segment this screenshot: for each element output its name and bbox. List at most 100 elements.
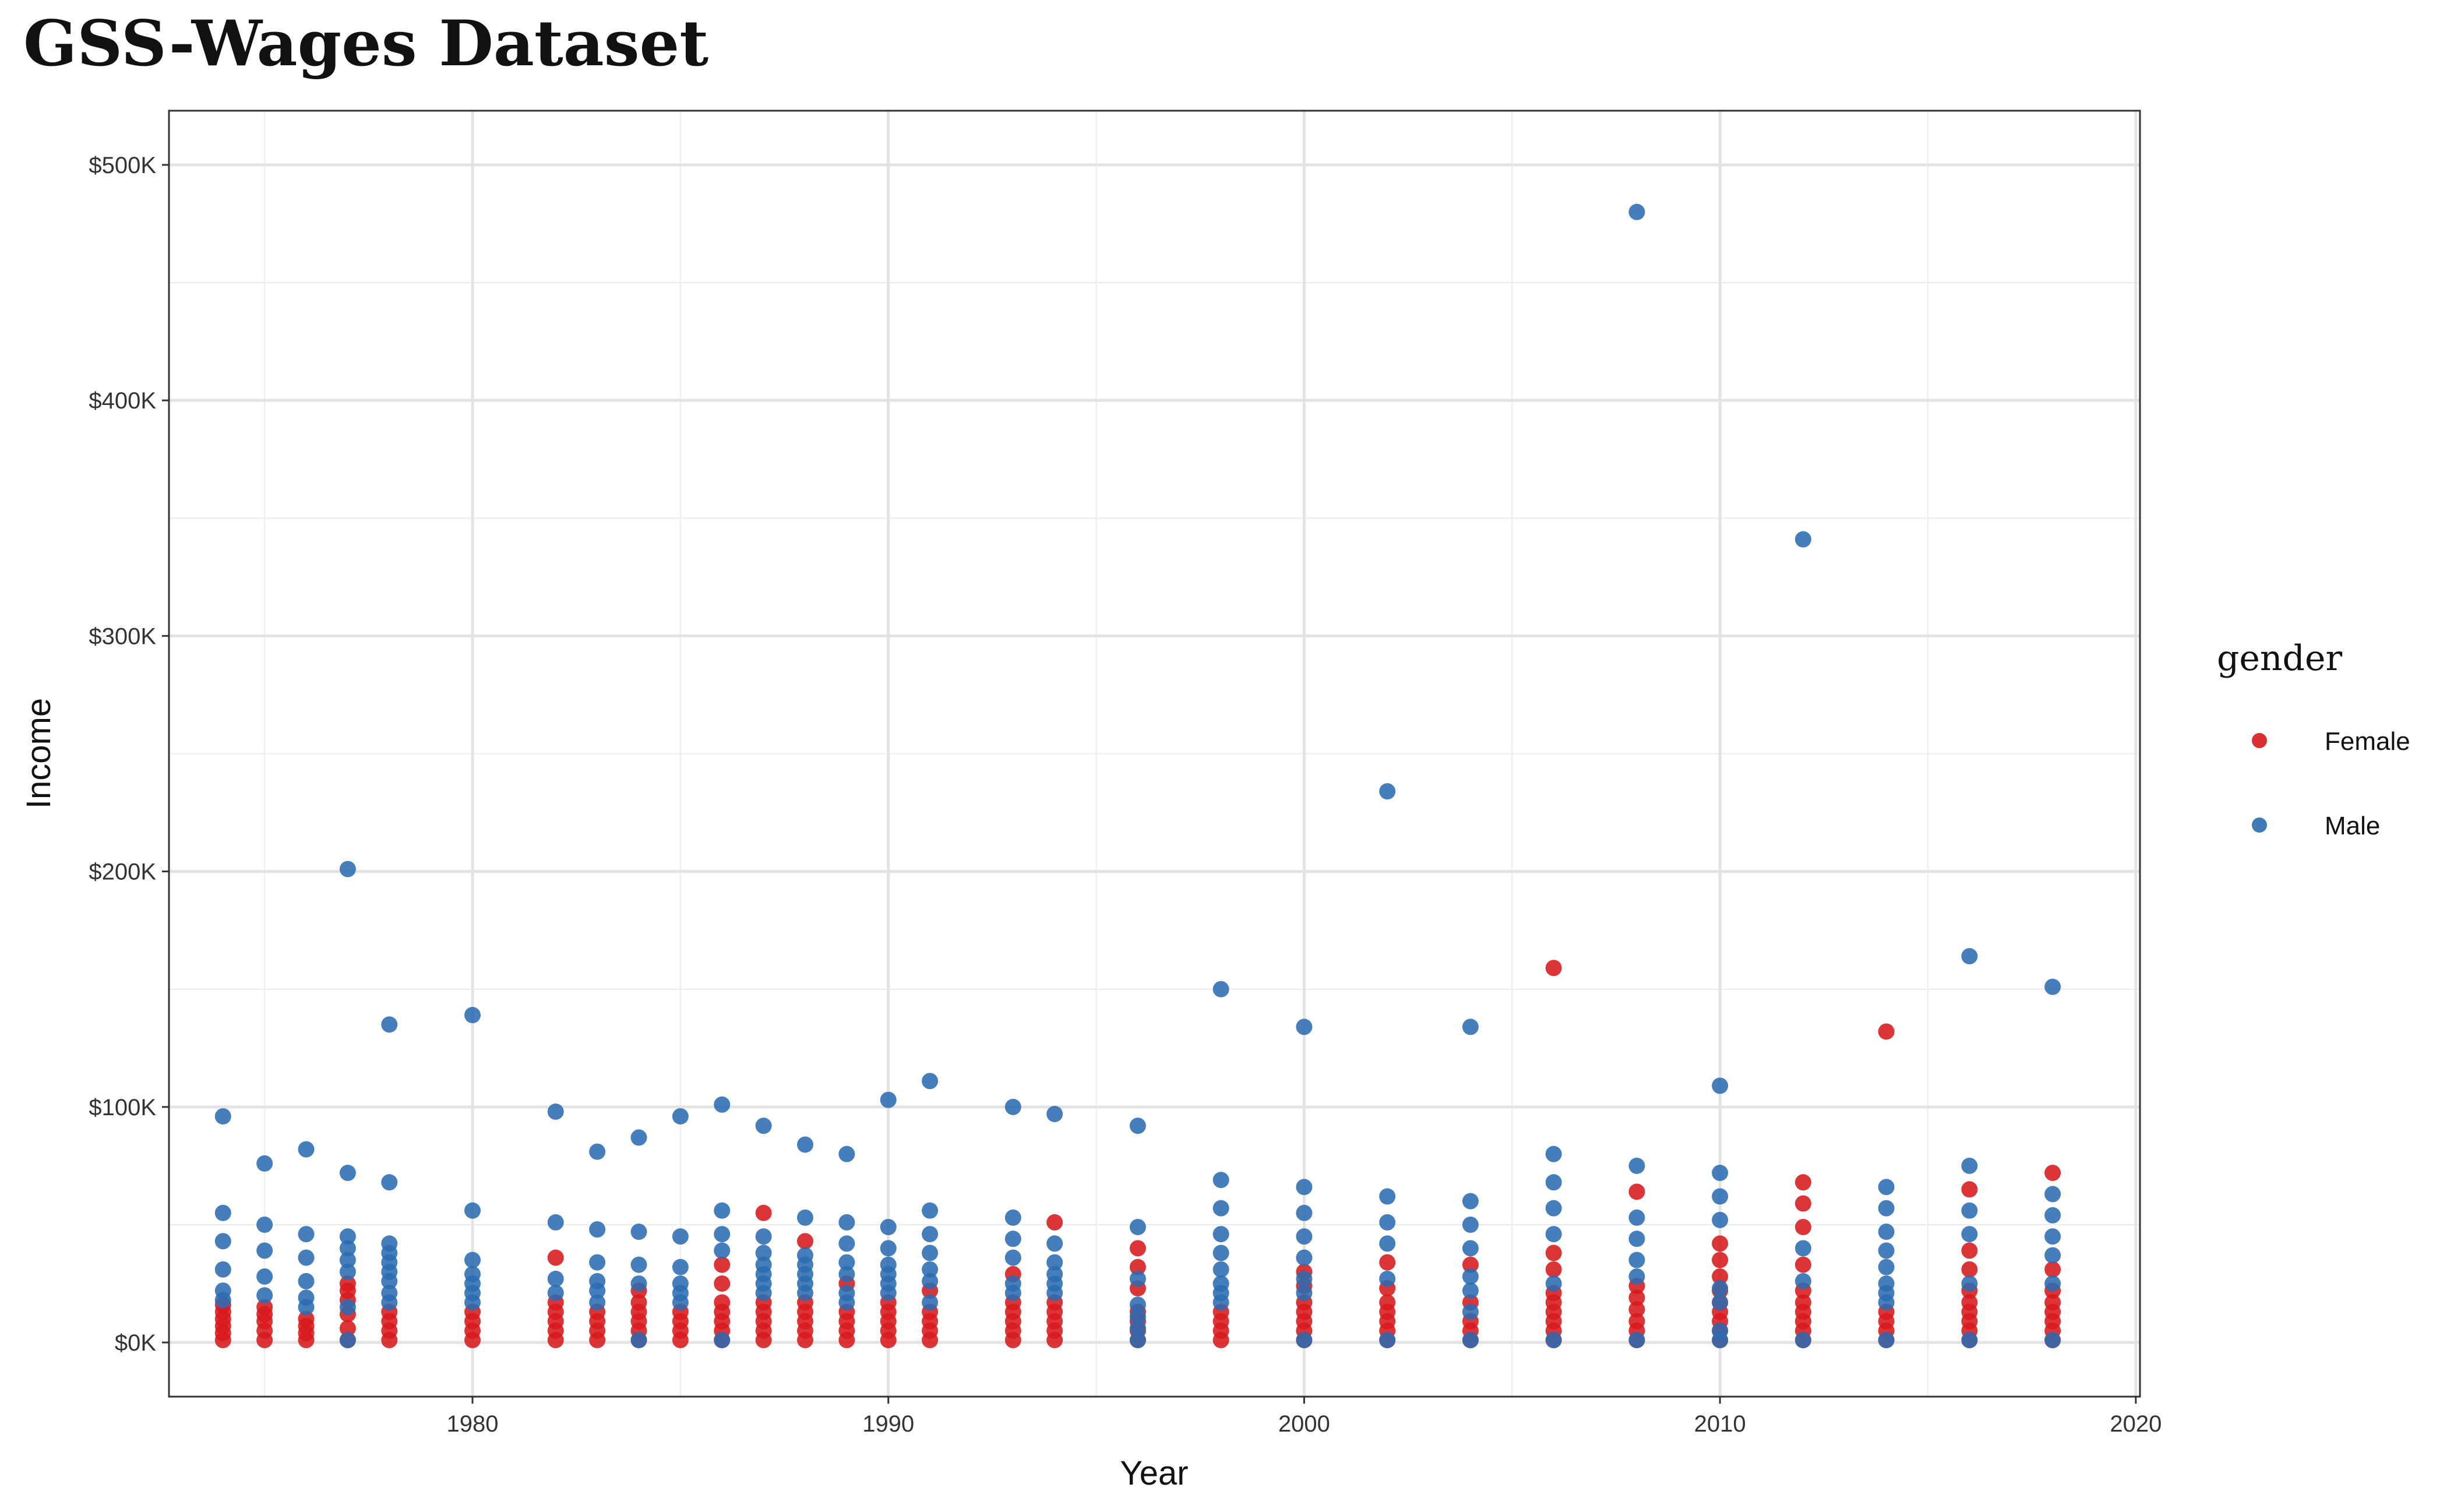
- legend-male-swatch: [2252, 817, 2267, 833]
- y-tick-label: $0K: [115, 1330, 156, 1356]
- male-point: [2044, 1186, 2061, 1203]
- male-point: [547, 1103, 564, 1120]
- male-point: [880, 1218, 897, 1235]
- male-point: [1046, 1105, 1063, 1122]
- male-point: [714, 1242, 731, 1259]
- male-point: [339, 861, 356, 877]
- female-point: [256, 1299, 273, 1316]
- legend-male-label: Male: [2325, 812, 2380, 840]
- male-point: [796, 1209, 813, 1226]
- male-point: [1712, 1077, 1729, 1094]
- male-point: [1545, 1275, 1562, 1292]
- y-axis-title: Income: [20, 698, 58, 809]
- male-point: [589, 1254, 606, 1271]
- male-point: [838, 1214, 855, 1231]
- y-axis-ticks: $0K $100K $200K $300K $400K $500K: [89, 153, 169, 1356]
- male-point: [1462, 1282, 1479, 1299]
- male-point: [547, 1270, 564, 1287]
- male-point: [1462, 1268, 1479, 1285]
- male-point: [838, 1266, 855, 1282]
- male-point: [1712, 1188, 1729, 1205]
- female-point: [298, 1310, 315, 1327]
- male-point: [298, 1273, 315, 1289]
- male-point: [298, 1249, 315, 1266]
- male-point: [1212, 1245, 1229, 1261]
- male-point: [1379, 1270, 1396, 1287]
- male-point: [880, 1240, 897, 1257]
- male-point: [714, 1202, 731, 1219]
- x-tick-label: 2000: [1278, 1411, 1330, 1437]
- male-point: [464, 1252, 481, 1268]
- female-point: [1628, 1183, 1645, 1200]
- female-point: [796, 1233, 813, 1250]
- male-points: [214, 203, 2061, 1348]
- male-point: [464, 1007, 481, 1024]
- male-point: [755, 1118, 772, 1134]
- male-point: [1129, 1331, 1146, 1348]
- male-point: [214, 1282, 231, 1299]
- chart-title: GSS-Wages Dataset: [23, 7, 708, 80]
- male-point: [1296, 1018, 1313, 1035]
- male-point: [922, 1273, 939, 1289]
- male-point: [1462, 1018, 1479, 1035]
- female-point: [547, 1249, 564, 1266]
- x-tick-label: 1990: [862, 1411, 914, 1437]
- male-point: [1046, 1235, 1063, 1252]
- plot-border: [168, 110, 2141, 1398]
- male-point: [214, 1233, 231, 1250]
- male-point: [1129, 1270, 1146, 1287]
- male-point: [1004, 1275, 1021, 1292]
- male-point: [589, 1294, 606, 1311]
- male-point: [1794, 531, 1811, 548]
- male-point: [1212, 1261, 1229, 1278]
- legend: gender Female Male: [2217, 638, 2410, 840]
- male-point: [1878, 1200, 1895, 1217]
- male-point: [1878, 1331, 1895, 1348]
- female-point: [755, 1204, 772, 1221]
- y-tick-label: $400K: [89, 388, 156, 414]
- male-point: [1129, 1308, 1146, 1325]
- male-point: [1462, 1216, 1479, 1233]
- male-point: [298, 1289, 315, 1306]
- male-point: [1878, 1259, 1895, 1275]
- male-point: [298, 1141, 315, 1158]
- female-point: [1794, 1218, 1811, 1235]
- female-point: [2044, 1164, 2061, 1181]
- male-point: [1212, 1200, 1229, 1217]
- male-point: [1212, 1172, 1229, 1189]
- male-point: [922, 1202, 939, 1219]
- male-point: [755, 1228, 772, 1245]
- male-point: [381, 1174, 398, 1191]
- male-point: [339, 1228, 356, 1245]
- male-point: [838, 1285, 855, 1302]
- female-point: [1129, 1240, 1146, 1257]
- male-point: [630, 1275, 647, 1292]
- male-point: [880, 1256, 897, 1273]
- male-point: [2044, 978, 2061, 995]
- female-point: [1712, 1268, 1729, 1285]
- male-point: [464, 1266, 481, 1282]
- male-point: [672, 1228, 689, 1245]
- female-point: [2044, 1261, 2061, 1278]
- male-point: [339, 1240, 356, 1257]
- male-point: [1379, 1188, 1396, 1205]
- male-point: [1296, 1285, 1313, 1302]
- legend-female-label: Female: [2325, 727, 2410, 756]
- male-point: [922, 1073, 939, 1090]
- female-point: [1712, 1235, 1729, 1252]
- male-point: [922, 1245, 939, 1261]
- male-point: [1129, 1296, 1146, 1313]
- x-tick-label: 2020: [2110, 1411, 2162, 1437]
- male-point: [1379, 1331, 1396, 1348]
- male-point: [1712, 1280, 1729, 1297]
- female-point: [714, 1294, 731, 1311]
- legend-title: gender: [2217, 638, 2342, 679]
- y-tick-label: $500K: [89, 153, 156, 178]
- male-point: [1961, 1202, 1978, 1219]
- male-point: [714, 1331, 731, 1348]
- male-point: [1545, 1200, 1562, 1217]
- female-point: [1961, 1294, 1978, 1311]
- female-point: [714, 1256, 731, 1273]
- male-point: [589, 1143, 606, 1160]
